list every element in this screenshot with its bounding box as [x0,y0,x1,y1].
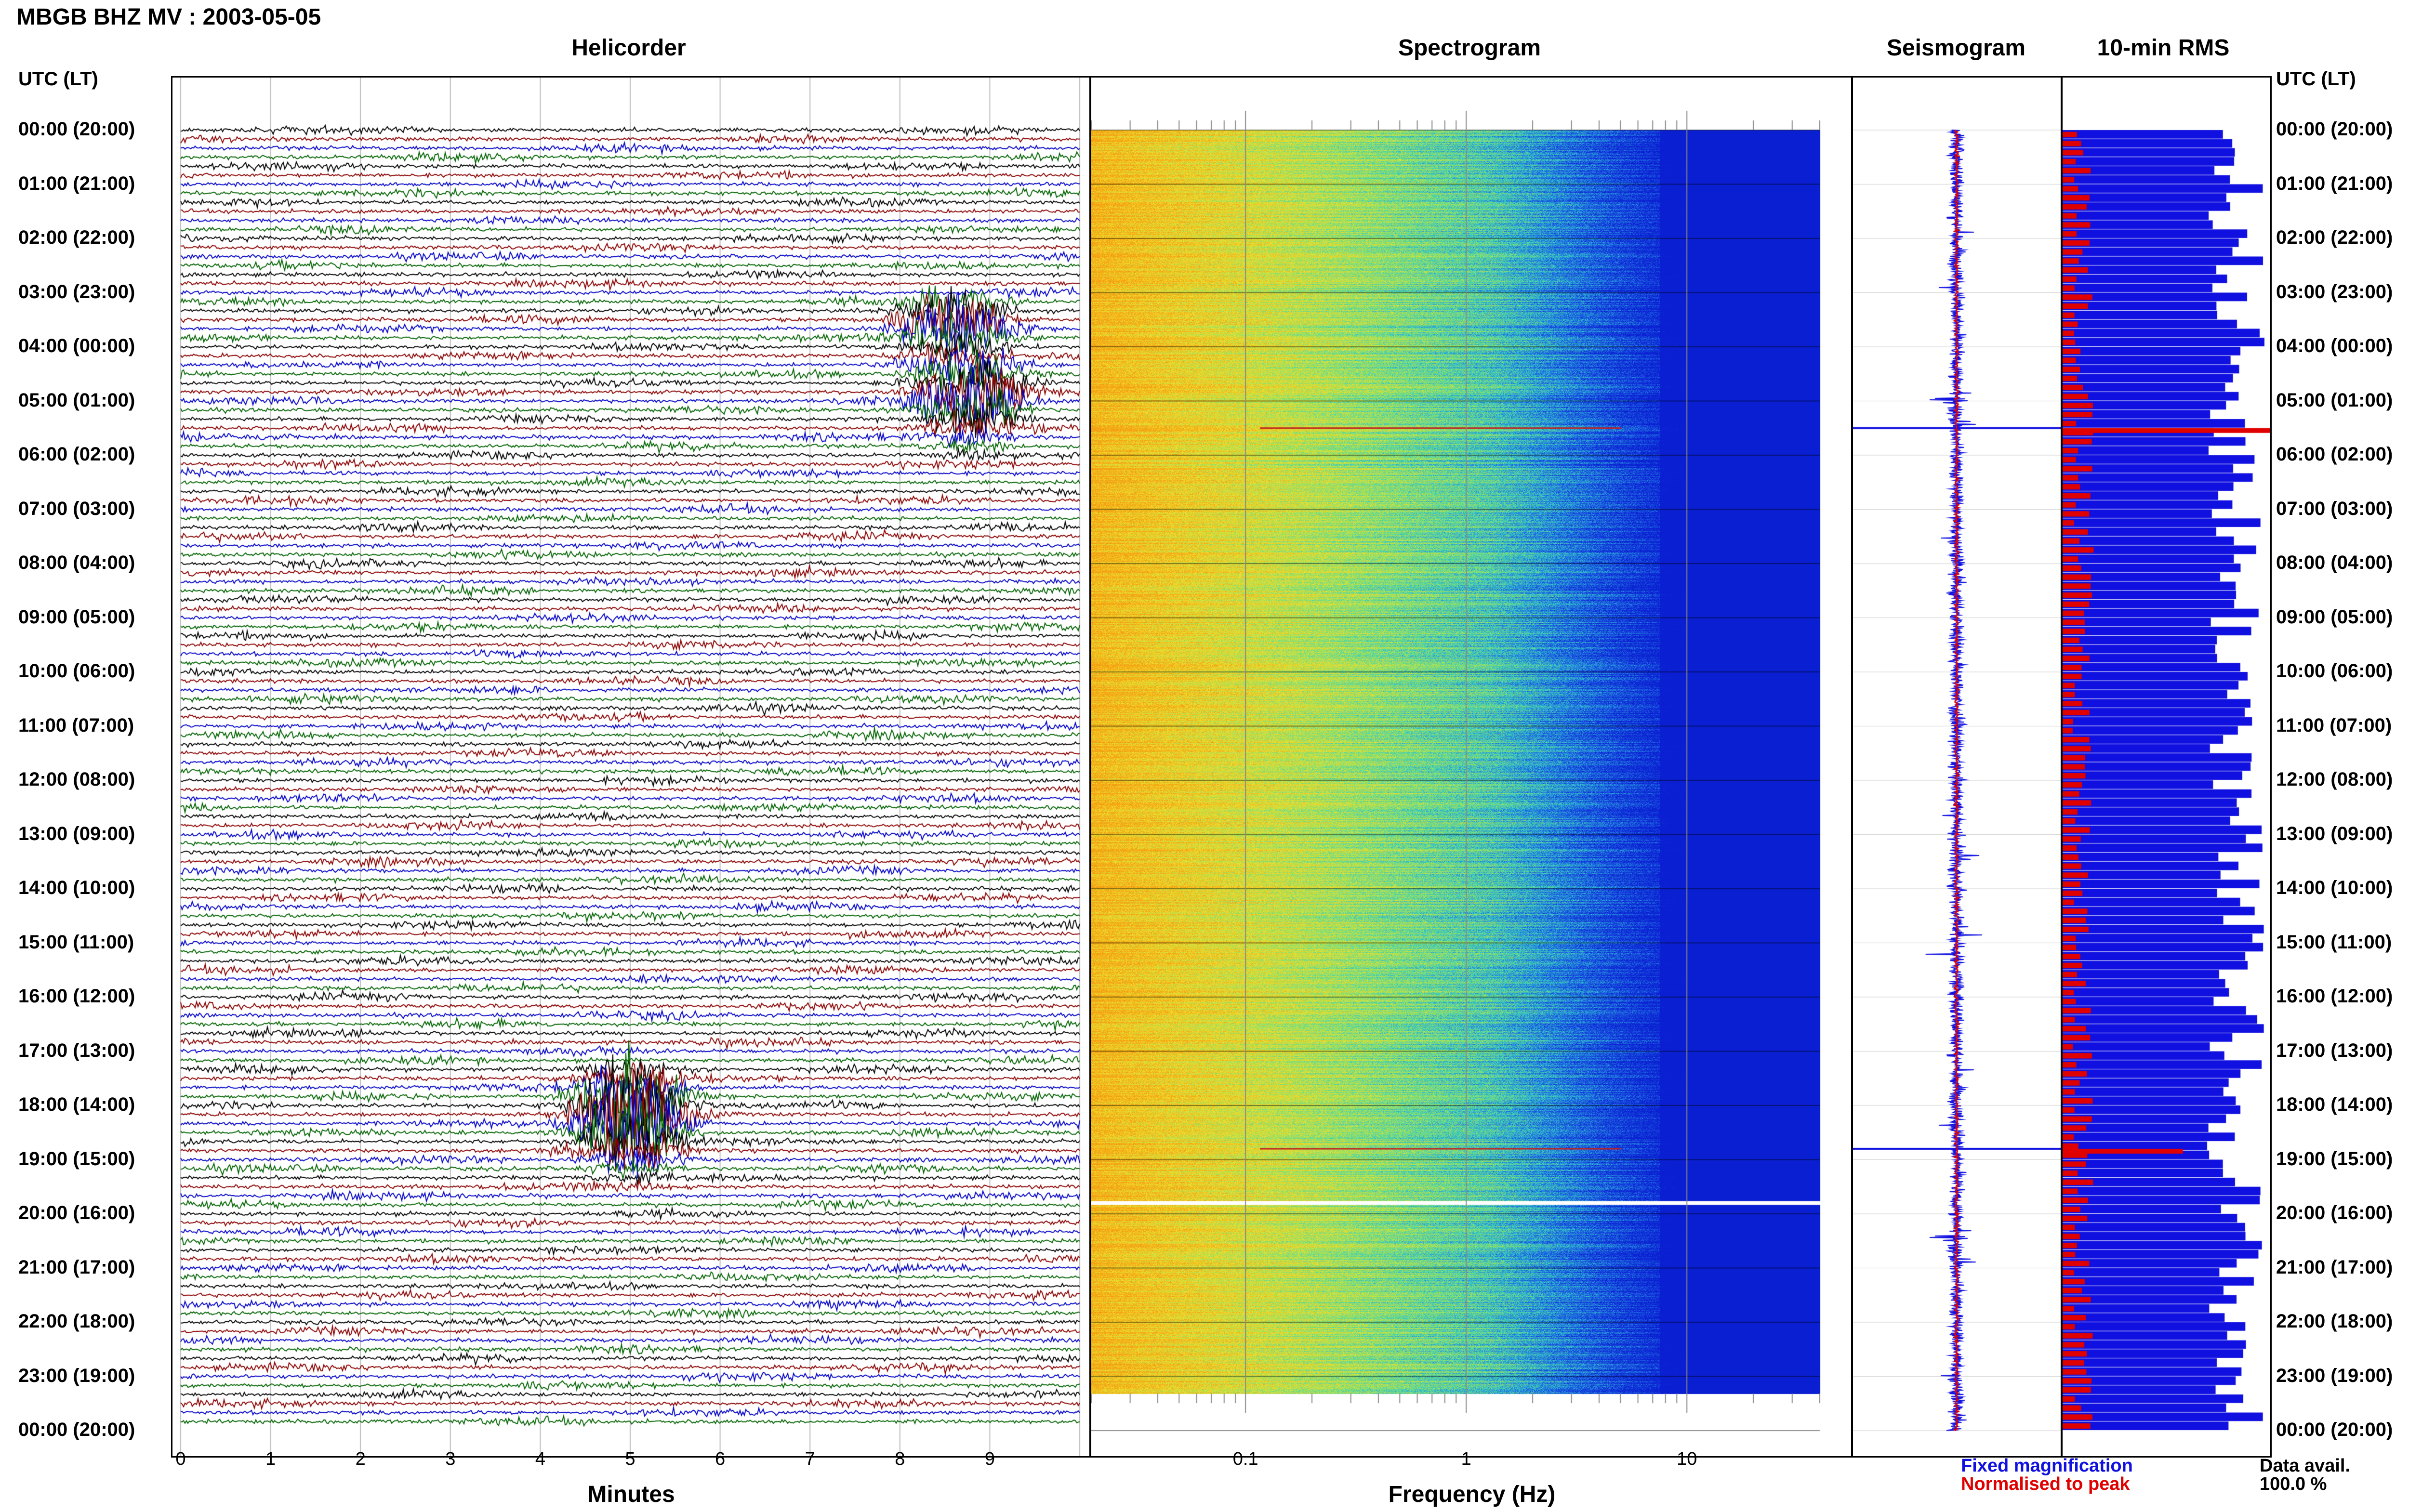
right-time-label: 01:00 (21:00) [2276,172,2393,194]
right-time-label: 06:00 (02:00) [2276,444,2393,465]
left-time-label: 18:00 (14:00) [18,1094,135,1115]
helicorder-x-tick: 1 [265,1449,276,1469]
left-time-label: 23:00 (19:00) [18,1365,135,1386]
left-time-label: 05:00 (01:00) [18,389,135,411]
spectrogram-panel [1090,76,1853,1458]
spectrogram-x-label: Frequency (Hz) [1388,1482,1556,1507]
data-availability-value: 100.0 % [2260,1474,2327,1494]
helicorder-x-tick: 0 [175,1449,186,1469]
left-time-label: 17:00 (13:00) [18,1039,135,1061]
right-time-label: 18:00 (14:00) [2276,1094,2393,1115]
utc-header-right: UTC (LT) [2276,68,2356,90]
right-time-label: 22:00 (18:00) [2276,1311,2393,1332]
left-time-label: 10:00 (06:00) [18,660,135,682]
spectrogram-x-tick: 10 [1677,1449,1697,1469]
spectrogram-image [1091,78,1851,1456]
rms-bars [2063,78,2270,1456]
right-time-label: 07:00 (03:00) [2276,498,2393,519]
left-time-label: 01:00 (21:00) [18,172,135,194]
helicorder-x-label: Minutes [587,1482,675,1507]
utc-header-left: UTC (LT) [18,68,98,90]
right-time-label: 20:00 (16:00) [2276,1202,2393,1223]
helicorder-title: Helicorder [571,35,686,61]
left-time-label: 06:00 (02:00) [18,444,135,465]
right-time-label: 14:00 (10:00) [2276,877,2393,898]
right-time-label: 13:00 (09:00) [2276,823,2393,844]
legend-fixed-magnification: Fixed magnification [1961,1456,2133,1476]
right-time-label: 19:00 (15:00) [2276,1148,2393,1170]
seismogram-trace [1853,78,2061,1456]
right-time-label: 08:00 (04:00) [2276,552,2393,573]
left-time-label: 00:00 (20:00) [18,1419,135,1440]
left-time-label: 07:00 (03:00) [18,498,135,519]
left-time-label: 03:00 (23:00) [18,281,135,302]
left-time-label: 12:00 (08:00) [18,769,135,790]
spectrogram-x-tick: 0.1 [1232,1449,1258,1469]
seismogram-title: Seismogram [1886,35,2026,61]
helicorder-x-tick: 7 [805,1449,815,1469]
right-time-label: 09:00 (05:00) [2276,606,2393,628]
left-time-label: 15:00 (11:00) [18,931,134,953]
right-time-label: 16:00 (12:00) [2276,986,2393,1007]
right-time-label: 23:00 (19:00) [2276,1365,2393,1386]
helicorder-x-tick: 3 [445,1449,456,1469]
left-time-label: 08:00 (04:00) [18,552,135,573]
left-time-label: 13:00 (09:00) [18,823,135,844]
right-time-label: 00:00 (20:00) [2276,118,2393,140]
page-title: MBGB BHZ MV : 2003-05-05 [16,4,321,30]
left-time-label: 02:00 (22:00) [18,227,135,248]
right-time-label: 11:00 (07:00) [2276,714,2392,736]
left-time-label: 16:00 (12:00) [18,986,135,1007]
left-time-label: 11:00 (07:00) [18,714,134,736]
left-time-label: 19:00 (15:00) [18,1148,135,1170]
right-time-label: 12:00 (08:00) [2276,769,2393,790]
right-time-label: 03:00 (23:00) [2276,281,2393,302]
left-time-label: 22:00 (18:00) [18,1311,135,1332]
helicorder-x-tick: 8 [895,1449,905,1469]
right-time-label: 15:00 (11:00) [2276,931,2392,953]
left-time-label: 04:00 (00:00) [18,335,135,356]
right-time-label: 04:00 (00:00) [2276,335,2393,356]
right-time-label: 17:00 (13:00) [2276,1039,2393,1061]
helicorder-x-tick: 4 [535,1449,545,1469]
left-time-label: 00:00 (20:00) [18,118,135,140]
helicorder-panel [171,76,1091,1458]
data-availability-label: Data avail. [2260,1456,2350,1476]
helicorder-x-tick: 5 [625,1449,635,1469]
seismogram-panel [1852,76,2062,1458]
right-time-label: 05:00 (01:00) [2276,389,2393,411]
left-time-label: 21:00 (17:00) [18,1256,135,1278]
helicorder-x-tick: 9 [984,1449,995,1469]
right-time-label: 10:00 (06:00) [2276,660,2393,682]
right-time-label: 21:00 (17:00) [2276,1256,2393,1278]
rms-panel [2061,76,2272,1458]
spectrogram-title: Spectrogram [1398,35,1541,61]
spectrogram-x-tick: 1 [1461,1449,1471,1469]
rms-title: 10-min RMS [2097,35,2230,61]
helicorder-x-tick: 2 [355,1449,366,1469]
right-time-label: 00:00 (20:00) [2276,1419,2393,1440]
right-time-label: 02:00 (22:00) [2276,227,2393,248]
helicorder-x-tick: 6 [715,1449,726,1469]
left-time-label: 09:00 (05:00) [18,606,135,628]
helicorder-traces [172,78,1089,1456]
legend-normalised-to-peak: Normalised to peak [1961,1474,2130,1494]
left-time-label: 14:00 (10:00) [18,877,135,898]
left-time-label: 20:00 (16:00) [18,1202,135,1223]
